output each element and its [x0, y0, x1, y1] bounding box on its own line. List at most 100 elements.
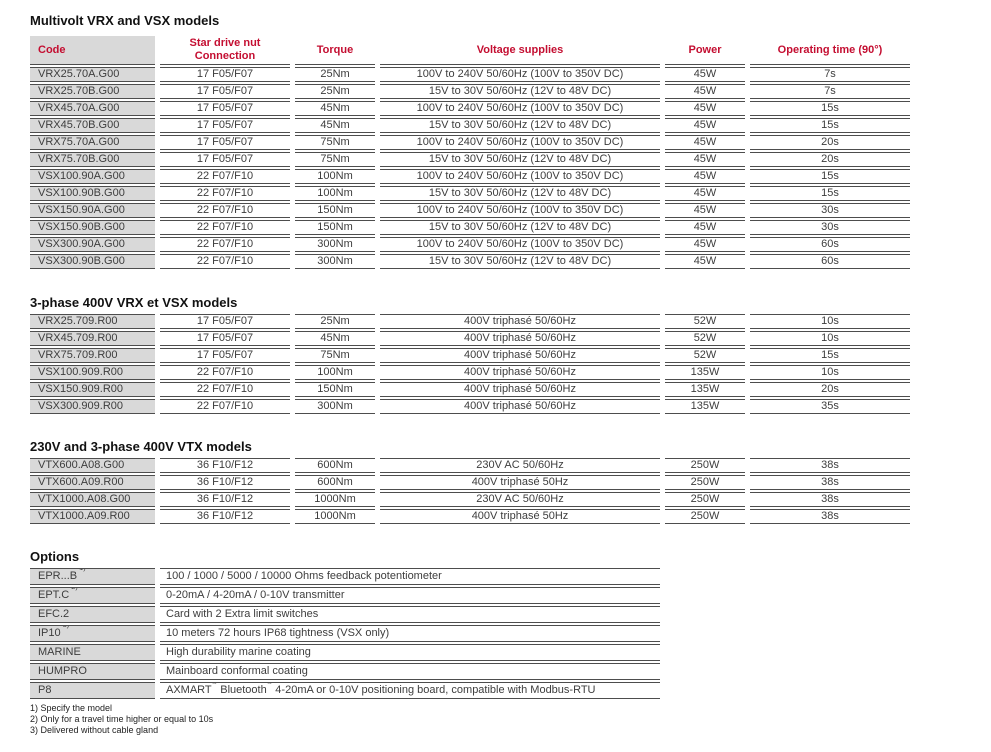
column-header: Voltage supplies	[380, 36, 660, 65]
option-desc-cell: 100 / 1000 / 5000 / 10000 Ohms feedback …	[160, 568, 660, 585]
option-code-cell: IP103)	[30, 625, 155, 642]
spec-cell: 250W	[665, 475, 745, 490]
spec-cell: 600Nm	[295, 475, 375, 490]
code-cell: VSX100.90A.G00	[30, 169, 155, 184]
option-desc-cell: High durability marine coating	[160, 644, 660, 661]
spec-cell: 36 F10/F12	[160, 509, 290, 524]
spec-cell: 250W	[665, 458, 745, 473]
spec-cell: 100Nm	[295, 186, 375, 201]
spec-cell: 36 F10/F12	[160, 492, 290, 507]
spec-cell: 150Nm	[295, 220, 375, 235]
spec-cell: 10s	[750, 331, 910, 346]
spec-cell: 45W	[665, 254, 745, 269]
spec-cell: 100V to 240V 50/60Hz (100V to 350V DC)	[380, 203, 660, 218]
option-desc-cell: Card with 2 Extra limit switches	[160, 606, 660, 623]
spec-cell: 45W	[665, 67, 745, 82]
spec-cell: 45W	[665, 135, 745, 150]
spec-cell: 17 F05/F07	[160, 314, 290, 329]
code-cell: VRX45.709.R00	[30, 331, 155, 346]
spec-cell: 15s	[750, 118, 910, 133]
spec-cell: 7s	[750, 84, 910, 99]
spec-cell: 36 F10/F12	[160, 458, 290, 473]
spec-table-vtx: VTX600.A08.G00 36 F10/F12 600Nm 230V AC 50/…	[30, 458, 915, 524]
spec-cell: 38s	[750, 492, 910, 507]
spec-cell: 135W	[665, 382, 745, 397]
spec-cell: 45Nm	[295, 101, 375, 116]
spec-cell: 15V to 30V 50/60Hz (12V to 48V DC)	[380, 118, 660, 133]
section-title-3phase: 3-phase 400V VRX et VSX models	[30, 295, 238, 310]
spec-cell: 10s	[750, 314, 910, 329]
section-options: Options EPR...B1) 100 / 1000 / 5000 / 100…	[30, 550, 915, 699]
spec-cell: 400V triphasé 50Hz	[380, 509, 660, 524]
spec-cell: 75Nm	[295, 135, 375, 150]
spec-cell: 22 F07/F10	[160, 237, 290, 252]
spec-cell: 7s	[750, 67, 910, 82]
spec-cell: 100Nm	[295, 365, 375, 380]
spec-cell: 400V triphasé 50/60Hz	[380, 399, 660, 414]
spec-cell: 60s	[750, 237, 910, 252]
code-cell: VTX600.A09.R00	[30, 475, 155, 490]
spec-cell: 15V to 30V 50/60Hz (12V to 48V DC)	[380, 84, 660, 99]
spec-cell: 52W	[665, 331, 745, 346]
code-cell: VRX25.70B.G00	[30, 84, 155, 99]
spec-cell: 150Nm	[295, 382, 375, 397]
footnote: 1) Specify the model	[30, 703, 113, 713]
spec-cell: 17 F05/F07	[160, 331, 290, 346]
code-cell: VRX75.709.R00	[30, 348, 155, 363]
spec-cell: 45Nm	[295, 118, 375, 133]
spec-cell: 20s	[750, 135, 910, 150]
spec-cell: 100V to 240V 50/60Hz (100V to 350V DC)	[380, 67, 660, 82]
spec-cell: 22 F07/F10	[160, 186, 290, 201]
code-cell: VRX75.70A.G00	[30, 135, 155, 150]
spec-cell: 52W	[665, 314, 745, 329]
column-header: Torque	[295, 36, 375, 65]
column-header: Star drive nut Connection	[160, 36, 290, 65]
spec-cell: 15s	[750, 101, 910, 116]
option-code-cell: P8	[30, 682, 155, 699]
spec-cell: 230V AC 50/60Hz	[380, 492, 660, 507]
spec-table-3phase: VRX25.709.R00 17 F05/F07 25Nm 400V triphasé…	[30, 314, 915, 414]
spec-cell: 45W	[665, 237, 745, 252]
datasheet-page: Multivolt VRX and VSX models Code Star dr…	[30, 14, 915, 736]
spec-cell: 400V triphasé 50Hz	[380, 475, 660, 490]
option-desc-cell: 10 meters 72 hours IP68 tightness (VSX o…	[160, 625, 660, 642]
spec-cell: 17 F05/F07	[160, 101, 290, 116]
spec-cell: 60s	[750, 254, 910, 269]
spec-cell: 1000Nm	[295, 509, 375, 524]
spec-cell: 75Nm	[295, 348, 375, 363]
code-cell: VRX45.70A.G00	[30, 101, 155, 116]
spec-cell: 35s	[750, 399, 910, 414]
spec-cell: 15s	[750, 348, 910, 363]
spec-cell: 22 F07/F10	[160, 254, 290, 269]
spec-cell: 30s	[750, 220, 910, 235]
spec-cell: 22 F07/F10	[160, 365, 290, 380]
spec-cell: 45W	[665, 84, 745, 99]
spec-cell: 45W	[665, 118, 745, 133]
section-multivolt: Multivolt VRX and VSX models Code Star dr…	[30, 14, 915, 269]
registered-trademark-icon: ®	[267, 683, 273, 686]
spec-cell: 15V to 30V 50/60Hz (12V to 48V DC)	[380, 254, 660, 269]
spec-cell: 400V triphasé 50/60Hz	[380, 314, 660, 329]
spec-cell: 22 F07/F10	[160, 169, 290, 184]
section-3phase: 3-phase 400V VRX et VSX models VRX25.709…	[30, 296, 915, 414]
spec-cell: 400V triphasé 50/60Hz	[380, 365, 660, 380]
option-code-cell: HUMPRO	[30, 663, 155, 680]
option-desc-cell: 0-20mA / 4-20mA / 0-10V transmitter	[160, 587, 660, 604]
registered-trademark-icon: ®	[212, 683, 218, 686]
spec-cell: 25Nm	[295, 84, 375, 99]
spec-cell: 400V triphasé 50/60Hz	[380, 382, 660, 397]
section-title-multivolt: Multivolt VRX and VSX models	[30, 13, 220, 28]
spec-cell: 22 F07/F10	[160, 220, 290, 235]
spec-cell: 52W	[665, 348, 745, 363]
spec-cell: 135W	[665, 365, 745, 380]
spec-cell: 135W	[665, 399, 745, 414]
code-cell: VSX150.90A.G00	[30, 203, 155, 218]
spec-cell: 36 F10/F12	[160, 475, 290, 490]
code-cell: VRX75.70B.G00	[30, 152, 155, 167]
spec-cell: 22 F07/F10	[160, 382, 290, 397]
code-cell: VSX150.90B.G00	[30, 220, 155, 235]
section-vtx: 230V and 3-phase 400V VTX models VTX600.…	[30, 440, 915, 524]
spec-cell: 45W	[665, 101, 745, 116]
code-cell: VRX45.70B.G00	[30, 118, 155, 133]
code-cell: VSX300.90B.G00	[30, 254, 155, 269]
